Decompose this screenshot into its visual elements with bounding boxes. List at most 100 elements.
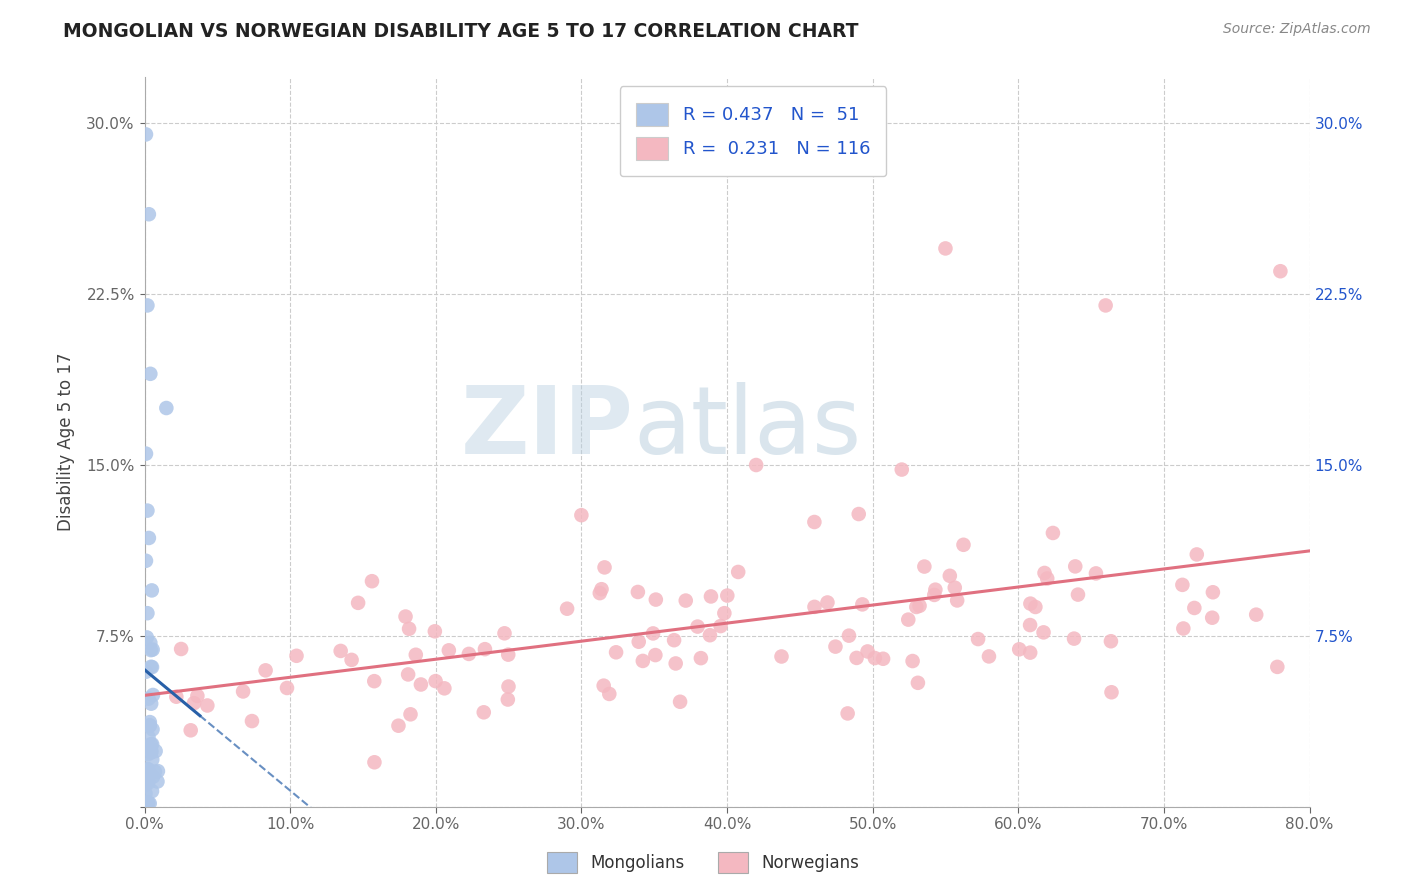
Point xyxy=(141,583,163,598)
Point xyxy=(409,677,432,691)
Point xyxy=(165,690,187,704)
Point xyxy=(141,784,163,798)
Point xyxy=(138,531,160,545)
Point xyxy=(1173,622,1195,636)
Point xyxy=(425,674,447,689)
Point xyxy=(605,645,627,659)
Point xyxy=(716,589,738,603)
Point xyxy=(1008,642,1031,657)
Point xyxy=(496,692,519,706)
Point xyxy=(689,651,711,665)
Point xyxy=(136,776,159,790)
Point xyxy=(924,582,946,597)
Point xyxy=(186,689,208,703)
Point xyxy=(1270,264,1292,278)
Point xyxy=(631,654,654,668)
Point xyxy=(1042,526,1064,541)
Point xyxy=(136,606,159,620)
Point xyxy=(363,674,385,689)
Point xyxy=(285,648,308,663)
Point xyxy=(1064,559,1087,574)
Point xyxy=(710,619,733,633)
Point xyxy=(591,582,613,597)
Text: atlas: atlas xyxy=(634,382,862,474)
Point xyxy=(851,598,873,612)
Point xyxy=(457,647,479,661)
Point xyxy=(912,559,935,574)
Point xyxy=(700,590,723,604)
Point xyxy=(1265,660,1288,674)
Point xyxy=(340,653,363,667)
Point xyxy=(770,649,793,664)
Point xyxy=(387,719,409,733)
Point xyxy=(890,462,912,476)
Point xyxy=(139,367,162,381)
Legend: R = 0.437   N =  51, R =  0.231   N = 116: R = 0.437 N = 51, R = 0.231 N = 116 xyxy=(620,87,887,177)
Point xyxy=(138,207,160,221)
Point xyxy=(135,798,157,813)
Point xyxy=(598,687,620,701)
Point xyxy=(856,644,879,658)
Point xyxy=(347,596,370,610)
Point xyxy=(142,770,165,784)
Point xyxy=(361,574,384,589)
Y-axis label: Disability Age 5 to 17: Disability Age 5 to 17 xyxy=(58,353,75,532)
Point xyxy=(138,691,160,706)
Point xyxy=(641,626,664,640)
Point xyxy=(138,796,160,810)
Point xyxy=(593,560,616,574)
Point xyxy=(905,599,928,614)
Point xyxy=(1063,632,1085,646)
Point xyxy=(863,651,886,665)
Point xyxy=(170,642,193,657)
Point xyxy=(803,599,825,614)
Point xyxy=(183,696,205,710)
Point xyxy=(939,569,962,583)
Point xyxy=(1036,572,1059,586)
Point xyxy=(967,632,990,646)
Point xyxy=(394,609,416,624)
Point xyxy=(232,684,254,698)
Point xyxy=(396,667,419,681)
Point xyxy=(141,697,163,711)
Point xyxy=(138,730,160,744)
Point xyxy=(1171,578,1194,592)
Point xyxy=(1019,597,1042,611)
Point xyxy=(1019,646,1042,660)
Point xyxy=(405,648,427,662)
Point xyxy=(872,652,894,666)
Point xyxy=(943,581,966,595)
Point xyxy=(897,613,920,627)
Point xyxy=(139,737,162,751)
Point xyxy=(644,648,666,662)
Point xyxy=(134,778,156,792)
Point xyxy=(254,664,277,678)
Point xyxy=(329,644,352,658)
Point xyxy=(276,681,298,695)
Point xyxy=(675,593,697,607)
Point xyxy=(686,619,709,633)
Point xyxy=(134,787,156,801)
Point xyxy=(134,767,156,781)
Point xyxy=(139,715,162,730)
Point xyxy=(433,681,456,696)
Point xyxy=(142,688,165,702)
Point xyxy=(155,401,177,415)
Text: Source: ZipAtlas.com: Source: ZipAtlas.com xyxy=(1223,22,1371,37)
Point xyxy=(141,753,163,767)
Point xyxy=(141,660,163,674)
Point xyxy=(135,631,157,645)
Point xyxy=(136,747,159,761)
Point xyxy=(627,634,650,648)
Point xyxy=(138,766,160,780)
Point xyxy=(1094,298,1116,312)
Point xyxy=(139,636,162,650)
Point xyxy=(195,698,218,713)
Point xyxy=(669,695,692,709)
Point xyxy=(1084,566,1107,581)
Point xyxy=(713,606,735,620)
Point xyxy=(398,622,420,636)
Point xyxy=(1033,566,1056,580)
Point xyxy=(555,601,578,615)
Point xyxy=(138,719,160,733)
